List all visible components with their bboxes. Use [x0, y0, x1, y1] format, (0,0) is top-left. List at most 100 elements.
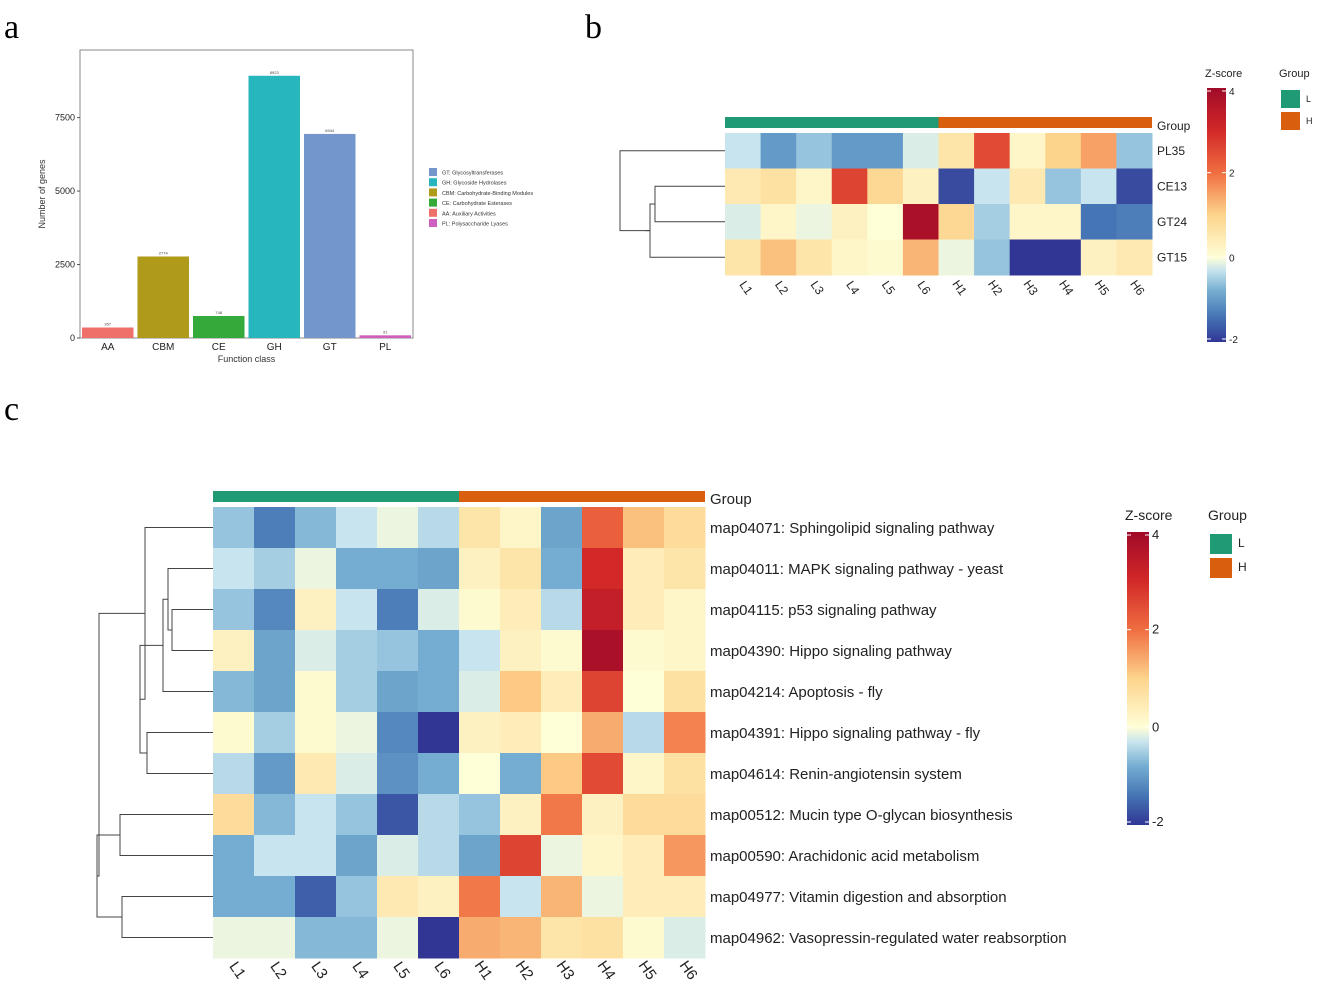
heatmap-cell	[295, 794, 337, 836]
y-tick-label: 0	[70, 333, 75, 343]
heatmap-cell	[664, 671, 706, 713]
x-axis-label: Function class	[218, 354, 276, 364]
group-legend-swatch-L	[1281, 90, 1300, 108]
heatmap-cell	[725, 168, 762, 205]
heatmap-cell	[213, 794, 255, 836]
column-label: H2	[985, 277, 1005, 298]
zscore-title: Z-score	[1125, 507, 1173, 523]
heatmap-cell	[664, 630, 706, 672]
heatmap-cell	[377, 794, 419, 836]
heatmap-cell	[1116, 239, 1153, 276]
column-label: H5	[1092, 277, 1112, 298]
heatmap-cell	[336, 712, 378, 754]
heatmap-cell	[295, 917, 337, 959]
heatmap-cell	[541, 835, 583, 877]
heatmap-cell	[1116, 204, 1153, 240]
dendrogram-branch	[654, 185, 725, 223]
column-label: L5	[389, 959, 412, 982]
heatmap-cell	[254, 794, 296, 836]
legend-label: CBM: Carbohydrate-Binding Modules	[442, 191, 533, 197]
row-label: map04614: Renin-angiotensin system	[710, 766, 962, 783]
heatmap-cell	[418, 876, 460, 918]
legend-label: GT: Glycosyltransferases	[442, 171, 503, 177]
heatmap-cell	[377, 917, 419, 959]
x-tick-label: AA	[101, 342, 115, 353]
heatmap-cell	[725, 204, 762, 240]
column-label: L3	[808, 278, 827, 297]
heatmap-cell	[500, 548, 542, 590]
heatmap-cell	[664, 835, 706, 877]
row-label: map04391: Hippo signaling pathway - fly	[710, 725, 981, 742]
heatmap-cell	[1009, 133, 1046, 169]
heatmap-cell	[336, 794, 378, 836]
heatmap-cell	[664, 548, 706, 590]
bar-GT	[304, 133, 356, 338]
heatmap-cell	[974, 168, 1011, 205]
heatmap-cell	[377, 507, 419, 549]
group-legend-label: H	[1238, 560, 1247, 574]
heatmap-cell	[582, 589, 624, 631]
heatmap-cell	[459, 671, 501, 713]
column-label: H4	[594, 958, 619, 983]
heatmap-cell	[418, 671, 460, 713]
group-legend-label: L	[1238, 536, 1245, 550]
heatmap-cell	[295, 671, 337, 713]
heatmap-cell	[541, 671, 583, 713]
bar-value-label: 748	[215, 310, 222, 315]
heatmap-cell	[623, 589, 665, 631]
panel-label-b: b	[585, 9, 602, 46]
column-label: L1	[225, 959, 248, 982]
column-label: H2	[512, 958, 537, 983]
heatmap-cell	[213, 876, 255, 918]
heatmap-cell	[459, 589, 501, 631]
bar-GH	[248, 75, 300, 338]
column-label: H6	[1127, 277, 1147, 298]
heatmap-cell	[377, 876, 419, 918]
bar-CE	[193, 316, 245, 338]
heatmap-cell	[295, 835, 337, 877]
heatmap-cell	[541, 712, 583, 754]
row-label: PL35	[1157, 144, 1185, 158]
heatmap-cell	[254, 548, 296, 590]
column-label: L4	[348, 959, 371, 982]
heatmap-cell	[459, 753, 501, 795]
dendrogram-branch	[121, 896, 213, 938]
heatmap-cell	[541, 548, 583, 590]
heatmap-cell	[582, 917, 624, 959]
heatmap-cell	[500, 589, 542, 631]
heatmap-cell	[938, 168, 975, 205]
heatmap-cell	[418, 753, 460, 795]
heatmap-cell	[582, 876, 624, 918]
group-bar-L	[725, 117, 939, 128]
dendrogram-branch	[619, 150, 725, 232]
bar-value-label: 6944	[325, 128, 335, 133]
row-label: map00512: Mucin type O-glycan biosynthes…	[710, 807, 1013, 824]
heatmap-cell	[664, 589, 706, 631]
heatmap-cell	[664, 753, 706, 795]
bar-PL	[359, 335, 411, 338]
group-bar-H	[938, 117, 1152, 128]
row-label: map00590: Arachidonic acid metabolism	[710, 848, 979, 865]
heatmap-cell	[377, 753, 419, 795]
heatmap-cell	[582, 794, 624, 836]
x-tick-label: CBM	[152, 342, 174, 353]
heatmap-cell	[760, 239, 797, 276]
heatmap-cell	[295, 507, 337, 549]
group-bar-H	[459, 491, 705, 502]
group-bar-L	[213, 491, 459, 502]
heatmap-cell	[377, 671, 419, 713]
heatmap-cell	[336, 630, 378, 672]
heatmap-cell	[336, 876, 378, 918]
heatmap-cell	[664, 794, 706, 836]
zscore-title: Z-score	[1205, 68, 1242, 80]
group-legend-swatch-H	[1210, 558, 1232, 578]
colorbar-tick-label: 0	[1152, 719, 1159, 734]
column-label: H1	[471, 958, 496, 983]
heatmap-cell	[796, 133, 833, 169]
dendrogram-branch	[171, 609, 213, 651]
heatmap-cell	[831, 168, 868, 205]
heatmap-cell	[459, 794, 501, 836]
bar-value-label: 357	[104, 322, 111, 327]
heatmap-cell	[1080, 133, 1117, 169]
heatmap-cell	[623, 917, 665, 959]
